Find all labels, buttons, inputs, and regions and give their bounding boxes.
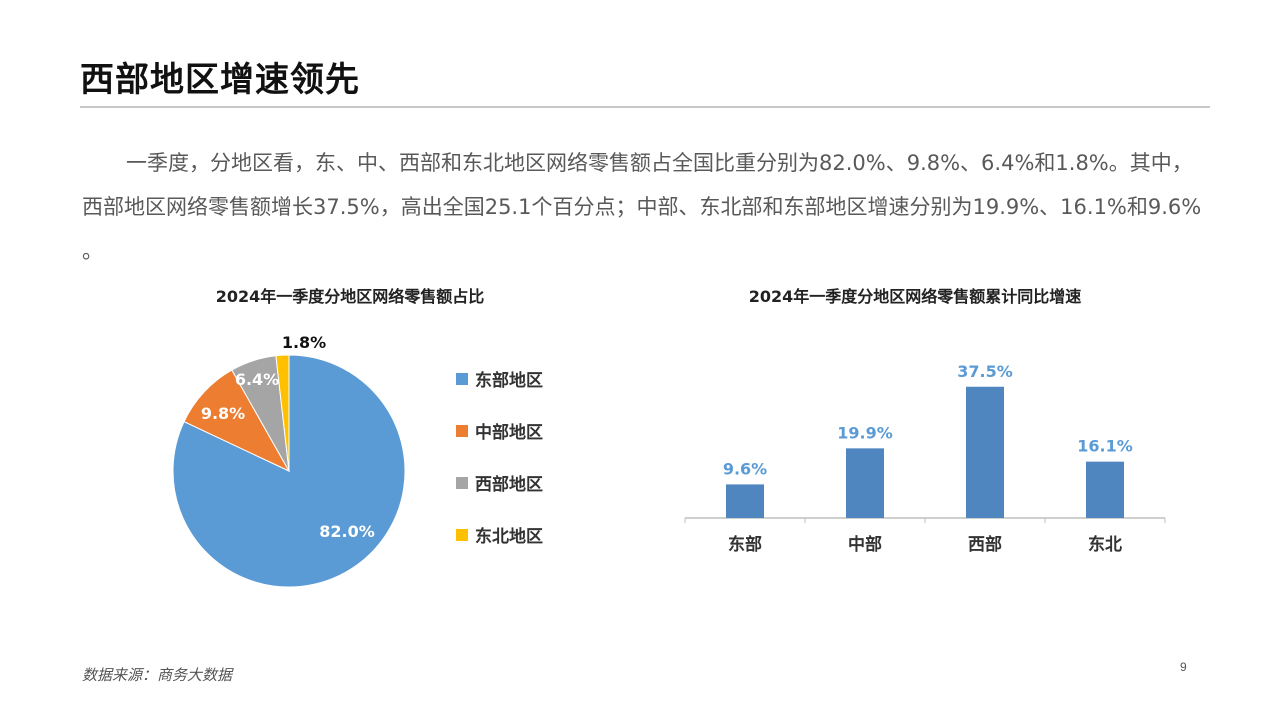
bar-4 <box>1086 461 1124 518</box>
bar-2 <box>846 448 884 518</box>
pie-data-label-3: 6.4% <box>235 370 279 389</box>
pie-data-label-1: 82.0% <box>319 522 375 541</box>
bar-data-label-3: 37.5% <box>957 362 1013 381</box>
legend-swatch-2 <box>456 425 468 437</box>
data-source-note: 数据来源：商务大数据 <box>82 666 233 684</box>
title-divider <box>80 106 1210 108</box>
pie-data-label-4: 1.8% <box>282 333 326 352</box>
bar-category-label-4: 东北 <box>1088 534 1122 555</box>
pie-data-label-2: 9.8% <box>201 404 245 423</box>
summary-paragraph: 一季度，分地区看，东、中、西部和东北地区网络零售额占全国比重分别为82.0%、9… <box>82 151 1202 263</box>
bar-data-label-2: 19.9% <box>837 423 893 442</box>
bar-3 <box>966 386 1004 518</box>
legend-label-3: 西部地区 <box>475 474 543 495</box>
legend-swatch-1 <box>456 373 468 385</box>
bar-category-label-3: 西部 <box>968 534 1002 555</box>
legend-label-2: 中部地区 <box>475 422 543 443</box>
pie-slice-4 <box>275 354 290 472</box>
bar-chart-title: 2024年一季度分地区网络零售额累计同比增速 <box>748 287 1082 306</box>
page-number: 9 <box>1180 660 1187 674</box>
legend-label-4: 东北地区 <box>475 526 543 547</box>
legend-label-1: 东部地区 <box>475 370 543 391</box>
page-title: 西部地区增速领先 <box>80 60 360 100</box>
legend-swatch-3 <box>456 477 468 489</box>
bar-category-label-2: 中部 <box>848 534 882 555</box>
bar-1 <box>726 484 764 518</box>
legend-swatch-4 <box>456 529 468 541</box>
bar-data-label-1: 9.6% <box>723 459 767 478</box>
bar-category-label-1: 东部 <box>728 534 762 555</box>
pie-chart-title: 2024年一季度分地区网络零售额占比 <box>215 287 485 306</box>
bar-data-label-4: 16.1% <box>1077 437 1133 456</box>
